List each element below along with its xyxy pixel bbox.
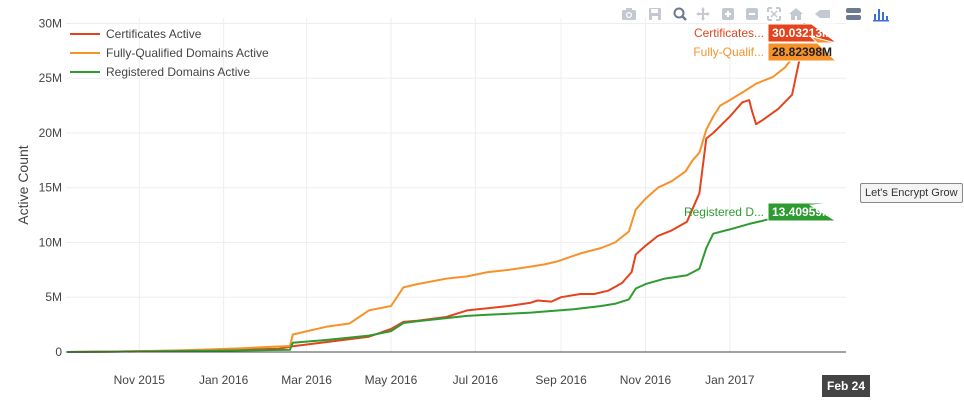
legend-label: Registered Domains Active <box>106 65 250 79</box>
hover-series-name: Certificates... <box>694 26 764 40</box>
x-tick-label: Nov 2015 <box>114 373 166 387</box>
hover-box <box>767 35 838 62</box>
series-line-2 <box>67 204 806 353</box>
x-tick-label: May 2016 <box>365 373 418 387</box>
hover-box <box>767 22 838 43</box>
hover-labels: Certificates... 30.03213M Fully-Qualif... 2… <box>684 22 838 222</box>
legend[interactable]: Certificates Active Fully-Qualified Domai… <box>70 27 269 79</box>
y-axis-title: Active Count <box>15 145 31 224</box>
zoom-icon[interactable] <box>668 4 692 24</box>
y-tick-label: 25M <box>39 71 62 85</box>
autoscale-icon[interactable] <box>762 4 786 24</box>
y-tick-label: 20M <box>39 126 62 140</box>
gridlines <box>66 18 846 352</box>
hover-series-name: Registered D... <box>684 205 764 219</box>
legend-item[interactable]: Certificates Active <box>70 27 202 41</box>
x-tick-label: Mar 2016 <box>281 373 332 387</box>
legend-item[interactable]: Registered Domains Active <box>70 65 250 79</box>
hover-tooltip: Registered D... 13.40959M <box>684 202 838 222</box>
legend-item[interactable]: Fully-Qualified Domains Active <box>70 46 269 60</box>
hover-box <box>767 202 838 222</box>
zoom-out-icon[interactable] <box>742 4 762 24</box>
y-tick-label: 0 <box>55 345 62 359</box>
series-line-0 <box>67 22 806 353</box>
hover-tooltip: Fully-Qualif... 28.82398M <box>693 35 838 62</box>
y-tick-label: 10M <box>39 235 62 249</box>
hover-value: 30.03213M <box>772 26 832 40</box>
legend-label: Fully-Qualified Domains Active <box>106 46 269 60</box>
series-line-1 <box>67 36 806 353</box>
pan-icon[interactable] <box>692 4 714 24</box>
y-tick-label: 5M <box>45 290 62 304</box>
x-tick-label: Jan 2016 <box>199 373 249 387</box>
spike-lines-icon[interactable] <box>806 4 838 24</box>
zoom-in-icon[interactable] <box>714 4 742 24</box>
x-hover-label: Feb 24 <box>822 375 871 397</box>
x-tick-label: Sep 2016 <box>535 373 587 387</box>
y-tick-label: 15M <box>39 181 62 195</box>
hover-value: 28.82398M <box>772 45 832 59</box>
compare-icon[interactable] <box>838 4 868 24</box>
modebar[interactable] <box>616 4 892 24</box>
legend-label: Certificates Active <box>106 27 202 41</box>
hover-series-name: Fully-Qualif... <box>693 45 764 59</box>
hover-tooltip: Certificates... 30.03213M <box>694 22 838 43</box>
axes: 0 5M 10M 15M 20M 25M 30M Nov 2015 Jan 2016 Mar 20… <box>39 16 846 387</box>
plotly-logo-icon[interactable] <box>868 4 892 24</box>
x-tick-label: Nov 2016 <box>620 373 672 387</box>
camera-icon[interactable] <box>616 4 642 24</box>
home-icon[interactable] <box>786 4 806 24</box>
side-tooltip: Let's Encrypt Grow <box>860 183 963 203</box>
series-lines <box>67 22 806 353</box>
save-icon[interactable] <box>642 4 668 24</box>
x-tick-label: Jul 2016 <box>453 373 499 387</box>
y-tick-label: 30M <box>39 16 62 30</box>
hover-value: 13.40959M <box>772 205 832 219</box>
x-tick-label: Jan 2017 <box>705 373 755 387</box>
